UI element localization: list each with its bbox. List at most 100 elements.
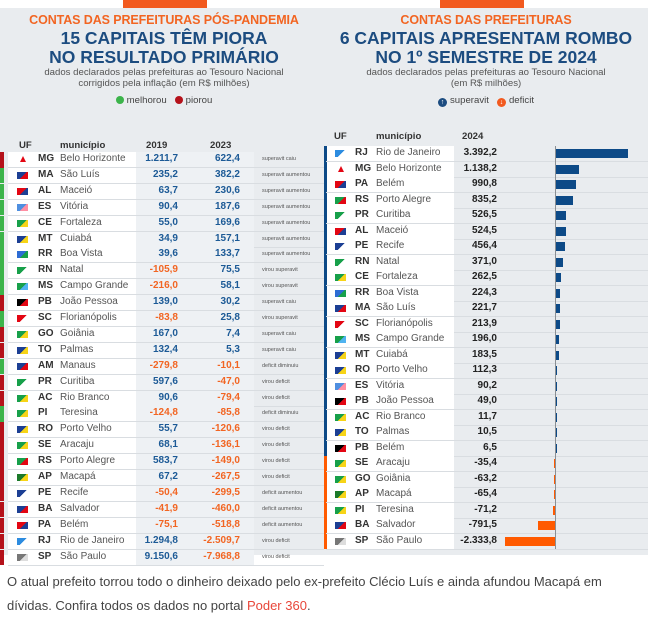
municipio-cell: Vitória	[60, 200, 89, 212]
row-separator	[326, 378, 648, 379]
row-background-values	[136, 167, 254, 183]
value-2024-label: -35,4	[474, 457, 497, 468]
flag-ac-icon	[335, 413, 346, 421]
row-background	[326, 270, 454, 285]
value-2019-cell: 1.211,7	[145, 153, 178, 164]
row-background	[326, 456, 454, 471]
status-cell: virou deficit	[262, 537, 290, 544]
status-cell: superavit aumentou	[262, 171, 311, 178]
row-background	[8, 199, 136, 215]
flag-al-icon	[335, 227, 346, 235]
uf-cell: RS	[355, 193, 369, 205]
table-row: TO Palmas 132,4 5,3 superavit caiu	[0, 342, 324, 359]
municipio-cell: Goiânia	[60, 327, 95, 339]
municipio-cell: São Luís	[376, 302, 416, 313]
trend-indicator	[0, 167, 4, 184]
trend-indicator	[0, 374, 4, 391]
uf-cell: PR	[355, 209, 369, 220]
value-2019-cell: 63,7	[158, 184, 178, 196]
bar-mg	[555, 164, 580, 174]
table-row: AP Macapá 67,2 -267,5 virou deficit	[0, 470, 324, 486]
uf-cell: PA	[355, 178, 369, 189]
trend-indicator	[0, 501, 4, 518]
row-separator	[326, 455, 648, 457]
municipio-cell: Rio Branco	[60, 391, 110, 403]
uf-cell: PA	[38, 518, 52, 530]
trend-indicator	[0, 438, 4, 454]
municipio-cell: Porto Alegre	[376, 193, 432, 205]
table-row: ES Vitória 90,4 187,6 superavit aumentou	[0, 199, 324, 216]
trend-indicator	[0, 247, 4, 263]
table-row: RS Porto Alegre 583,7 -149,0 virou deficit	[0, 454, 324, 471]
row-background	[8, 485, 136, 501]
value-2023-cell: 157,1	[214, 232, 240, 244]
table-row: PA Belém -75,1 -518,8 deficit aumentou	[0, 517, 324, 534]
value-2024-label: 49,0	[477, 395, 497, 406]
flag-rn-icon	[17, 267, 28, 275]
row-background	[8, 470, 136, 485]
flag-ro-icon	[335, 367, 346, 374]
table-row: MT Cuiabá 34,9 157,1 superavit aumentou	[0, 231, 324, 248]
value-2023-cell: 5,3	[226, 343, 240, 355]
municipio-cell: Florianópolis	[376, 317, 433, 329]
trend-indicator	[0, 183, 4, 200]
row-background-values	[136, 263, 254, 279]
value-2023-cell: -2.509,7	[203, 534, 240, 546]
value-2024-label: 835,2	[471, 193, 497, 205]
row-background-values	[136, 422, 254, 438]
flag-to-icon	[335, 429, 346, 436]
row-background	[326, 502, 454, 518]
chart-row: CE Fortaleza 262,5	[324, 270, 648, 286]
value-2023-cell: -149,0	[211, 455, 240, 467]
value-2019-cell: 9.150,6	[144, 550, 178, 562]
value-2019-cell: 55,0	[158, 216, 178, 228]
sign-indicator	[324, 332, 327, 348]
value-2019-cell: 597,6	[152, 375, 178, 387]
status-cell: superavit aumentou	[262, 251, 311, 258]
value-2024-label: 3.392,2	[463, 147, 497, 158]
value-2023-cell: 58,1	[220, 280, 240, 292]
uf-cell: AC	[38, 391, 53, 403]
value-2023-cell: 75,5	[220, 264, 240, 276]
flag-rs-icon	[335, 196, 346, 204]
flag-pr-icon	[335, 212, 346, 219]
flag-ce-icon	[335, 274, 346, 281]
flag-to-icon	[17, 346, 28, 354]
municipio-cell: São Paulo	[376, 534, 423, 546]
row-background-values	[136, 470, 254, 485]
flag-al-icon	[17, 187, 28, 195]
trend-indicator	[0, 263, 4, 279]
row-separator	[326, 207, 648, 209]
municipio-cell: São Paulo	[60, 550, 107, 562]
chart-row: ES Vitória 90,2	[324, 378, 648, 395]
sign-indicator	[324, 471, 327, 487]
sign-indicator	[324, 487, 327, 503]
value-2023-cell: -136,1	[211, 439, 240, 451]
table-row: SP São Paulo 9.150,6 -7.968,8 virou deficit	[0, 549, 324, 566]
municipio-cell: Porto Alegre	[60, 455, 116, 467]
table-row: SC Florianópolis -83,8 25,8 virou superavit	[0, 311, 324, 327]
table-row: PB João Pessoa 139,0 30,2 superavit caiu	[0, 295, 324, 312]
value-2019-cell: -83,8	[155, 312, 178, 323]
row-background	[326, 161, 454, 177]
value-2023-cell: -47,0	[217, 375, 240, 387]
uf-cell: PE	[38, 486, 52, 498]
uf-cell: RO	[38, 423, 53, 435]
status-cell: deficit diminuiu	[262, 362, 299, 369]
row-background	[8, 279, 136, 295]
row-separator	[326, 517, 648, 519]
sign-indicator	[324, 502, 327, 518]
municipio-cell: Fortaleza	[376, 271, 418, 282]
table-row: PR Curitiba 597,6 -47,0 virou deficit	[0, 374, 324, 391]
flag-pa-icon	[17, 521, 28, 529]
row-separator	[326, 424, 648, 426]
poder360-link[interactable]: Poder 360	[246, 598, 307, 613]
flag-pa-icon	[335, 181, 346, 188]
chart-row: MT Cuiabá 183,5	[324, 347, 648, 364]
status-cell: virou superavit	[262, 315, 298, 321]
value-2019-cell: -279,8	[149, 359, 178, 371]
right-title-line2: NO 1º SEMESTRE DE 2024	[375, 47, 597, 67]
row-separator	[326, 269, 648, 271]
sign-indicator	[324, 161, 327, 177]
municipio-cell: Macapá	[60, 471, 96, 482]
